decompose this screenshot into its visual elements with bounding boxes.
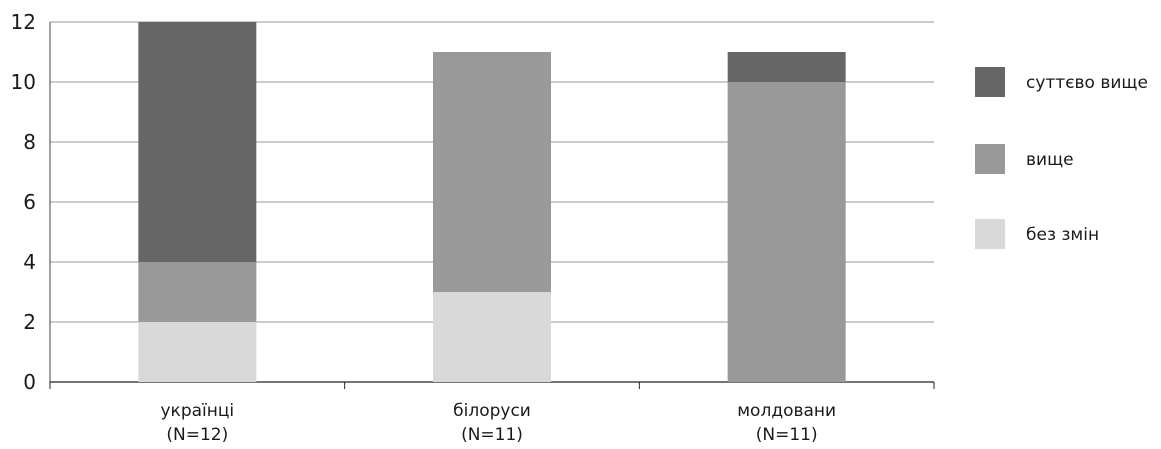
y-tick-label: 4 — [23, 250, 36, 274]
legend-swatch — [975, 67, 1005, 97]
legend-label: вище — [1026, 150, 1074, 170]
bar-segment-1 — [138, 322, 257, 382]
y-tick-label: 10 — [11, 70, 36, 94]
x-category-label: українці — [160, 401, 234, 421]
x-category-label: (N=12) — [166, 425, 228, 445]
y-tick-label: 12 — [11, 10, 36, 34]
legend-swatch — [975, 219, 1005, 249]
legend-label: без змін — [1026, 225, 1099, 245]
bar-segment-2 — [433, 52, 551, 292]
bar-segment-3 — [727, 52, 846, 82]
x-category-label: (N=11) — [756, 425, 818, 445]
x-category-label: (N=11) — [461, 425, 523, 445]
y-tick-label: 8 — [23, 130, 36, 154]
bar-segment-2 — [433, 292, 551, 382]
y-tick-label: 2 — [23, 310, 36, 334]
y-tick-label: 0 — [23, 370, 36, 394]
bar-segment-1 — [138, 262, 257, 322]
legend-swatch — [975, 144, 1005, 174]
x-category-label: білоруси — [453, 401, 531, 421]
x-category-label: молдовани — [737, 401, 836, 421]
bar-segment-1 — [138, 22, 257, 262]
legend-label: суттєво вище — [1026, 73, 1148, 93]
y-tick-label: 6 — [23, 190, 36, 214]
bar-segment-3 — [727, 82, 846, 382]
